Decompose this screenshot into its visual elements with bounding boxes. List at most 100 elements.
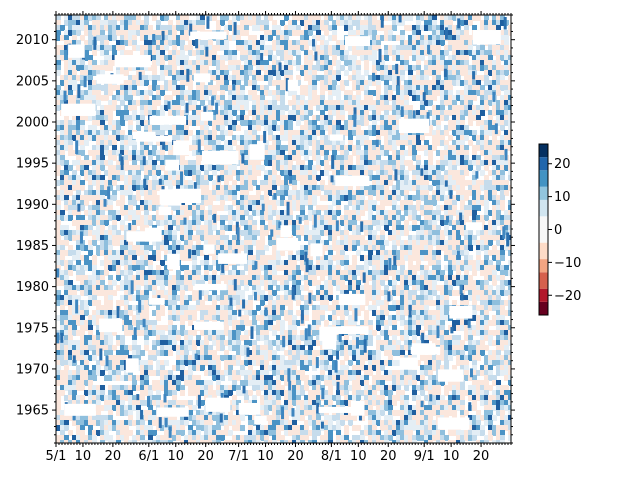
heat-cell: [144, 200, 149, 206]
heat-cell: [404, 15, 409, 21]
heat-cell: [180, 155, 185, 161]
heat-cell: [348, 280, 353, 286]
heat-cell: [140, 200, 145, 206]
heat-cell: [332, 195, 337, 201]
heat-cell: [196, 135, 201, 141]
heat-cell: [180, 225, 185, 231]
heat-cell: [356, 25, 361, 31]
heat-cell: [312, 15, 317, 21]
heat-cell: [204, 95, 209, 101]
heat-cell: [280, 275, 285, 281]
heat-cell: [364, 115, 369, 121]
heat-cell: [492, 50, 497, 56]
heat-cell: [84, 70, 89, 76]
heat-cell: [280, 180, 285, 186]
heat-cell: [68, 120, 73, 126]
heat-cell: [484, 75, 489, 81]
heat-cell: [284, 160, 289, 166]
heat-cell: [500, 240, 505, 246]
heat-cell: [472, 65, 477, 71]
heat-cell: [464, 145, 469, 151]
heat-cell: [268, 150, 273, 156]
heat-cell: [300, 105, 305, 111]
heat-cell: [256, 100, 261, 106]
heat-cell: [304, 195, 309, 201]
heat-cell: [172, 235, 177, 241]
heat-cell: [136, 215, 141, 221]
heat-cell: [348, 120, 353, 126]
heat-cell: [100, 245, 105, 251]
heat-cell: [280, 155, 285, 161]
heat-cell: [164, 80, 169, 86]
heat-cell: [428, 15, 433, 21]
heat-cell: [276, 90, 281, 96]
heat-cell: [124, 110, 129, 116]
heat-cell: [384, 90, 389, 96]
heat-cell: [204, 265, 209, 271]
heat-cell: [272, 230, 277, 236]
heat-cell: [436, 230, 441, 236]
heat-cell: [404, 100, 409, 106]
heat-cell: [416, 30, 421, 36]
heat-cell: [492, 125, 497, 131]
heat-cell: [184, 45, 189, 51]
heat-cell: [452, 170, 457, 176]
heat-cell: [460, 225, 465, 231]
heat-cell: [344, 105, 349, 111]
heat-cell: [284, 190, 289, 196]
heat-cell: [456, 235, 461, 241]
heat-cell: [388, 160, 393, 166]
heat-cell: [440, 160, 445, 166]
heat-cell: [60, 35, 65, 41]
heat-cell: [460, 170, 465, 176]
heat-cell: [160, 105, 165, 111]
heat-cell: [424, 75, 429, 81]
heat-cell: [424, 35, 429, 41]
heat-cell: [460, 195, 465, 201]
heat-cell: [380, 125, 385, 131]
heat-cell: [148, 100, 153, 106]
heat-cell: [76, 75, 81, 81]
heat-cell: [84, 245, 89, 251]
heat-cell: [120, 235, 125, 241]
heat-cell: [428, 235, 433, 241]
heat-cell: [212, 115, 217, 121]
heat-cell: [280, 50, 285, 56]
heat-cell: [440, 270, 445, 276]
heat-cell: [372, 60, 377, 66]
heat-cell: [144, 40, 149, 46]
heat-cell: [88, 125, 93, 131]
heat-cell: [72, 255, 77, 261]
heat-cell: [240, 220, 245, 226]
heat-cell: [80, 165, 85, 171]
heat-cell: [508, 240, 511, 246]
heat-cell: [456, 50, 461, 56]
heat-cell: [296, 200, 301, 206]
heat-cell: [464, 210, 469, 216]
heat-cell: [276, 180, 281, 186]
heat-cell: [116, 255, 121, 261]
heat-cell: [196, 25, 201, 31]
heat-cell: [432, 60, 437, 66]
heat-cell: [104, 190, 109, 196]
heat-cell: [496, 150, 501, 156]
heat-cell: [364, 280, 369, 286]
heat-cell: [244, 70, 249, 76]
heat-cell: [296, 105, 301, 111]
heat-cell: [484, 280, 489, 286]
heat-cell: [240, 210, 245, 216]
heat-cell: [268, 35, 273, 41]
heat-cell: [500, 55, 505, 61]
heat-cell: [424, 20, 429, 26]
heat-cell: [428, 165, 433, 171]
heat-cell: [104, 150, 109, 156]
heat-cell: [468, 235, 473, 241]
heat-cell: [264, 105, 269, 111]
heat-cell: [396, 15, 401, 21]
heat-cell: [440, 30, 445, 36]
heat-cell: [144, 150, 149, 156]
heat-cell: [108, 225, 113, 231]
heat-cell: [96, 135, 101, 141]
heat-cell: [264, 210, 269, 216]
heat-cell: [164, 175, 169, 181]
